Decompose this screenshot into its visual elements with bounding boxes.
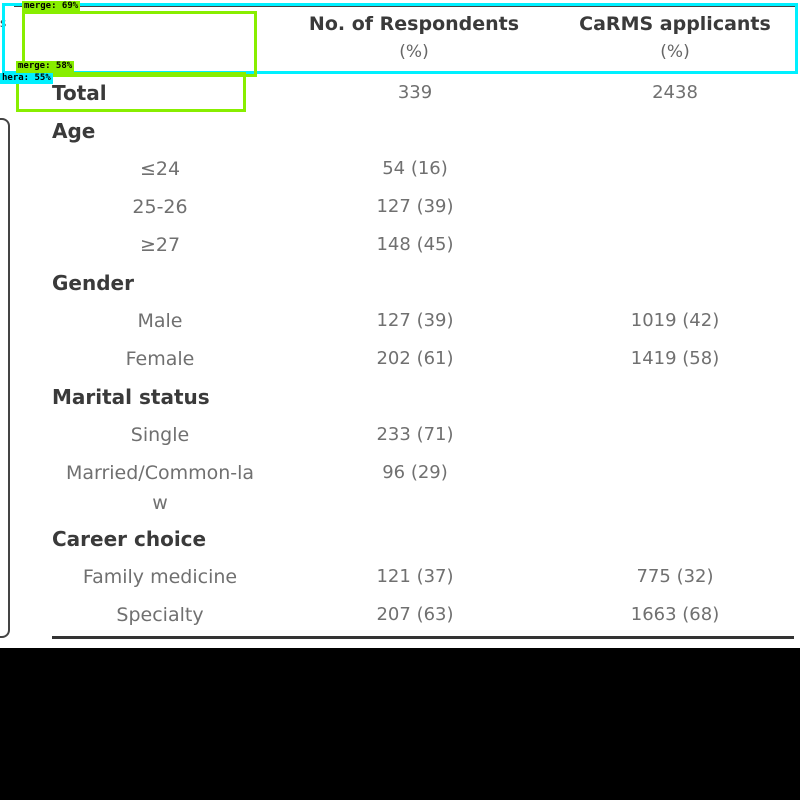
column-header-respondents-unit: (%) (399, 42, 429, 62)
column-header-carms-unit: (%) (660, 42, 690, 62)
left-bracket-decoration (0, 118, 10, 638)
detection-box-header-row (2, 3, 798, 74)
table-row: Female 202 (61) 1419 (58) (0, 344, 800, 374)
section-heading-age: Age (0, 116, 800, 146)
table-row: Single 233 (71) (0, 420, 800, 450)
detection-box-merge-total (16, 72, 246, 112)
section-title: Marital status (52, 385, 210, 409)
section-title: Age (52, 119, 96, 143)
cell-respondents: 148 (45) (376, 234, 454, 255)
cell-respondents: 207 (63) (376, 604, 454, 625)
detection-box-merge-top (22, 11, 257, 77)
black-padding-area (0, 648, 800, 800)
section-heading-marital-status: Marital status (0, 382, 800, 412)
table-row: Specialty 207 (63) 1663 (68) (0, 600, 800, 630)
cell-carms: 1663 (68) (630, 604, 720, 625)
column-header-respondents-label: No. of Respondents (308, 13, 520, 35)
detection-tag-merge-top: merge: 69% (22, 1, 81, 12)
row-label: ≥27 (139, 234, 181, 256)
section-title: Gender (52, 271, 134, 295)
document-page: s No. of Respondents (%) CaRMS applicant… (0, 1, 800, 639)
cell-total-respondents: 339 (397, 82, 433, 103)
table-bottom-rule (52, 636, 794, 639)
table-row-total: Total 339 2438 (0, 78, 800, 108)
detection-tag-hera: hera: 55% (0, 73, 53, 84)
cell-carms: 1019 (42) (630, 310, 720, 331)
column-header-carms-label: CaRMS applicants (579, 13, 771, 35)
cell-respondents: 96 (29) (382, 462, 448, 483)
detection-tag-merge-mid: merge: 58% (16, 61, 75, 72)
table-row: 25-26 127 (39) (0, 192, 800, 222)
table-row: Family medicine 121 (37) 775 (32) (0, 562, 800, 592)
column-header-carms: CaRMS applicants (%) (566, 10, 784, 66)
section-title: Career choice (52, 527, 207, 551)
row-label: Specialty (116, 604, 204, 626)
row-label: Single (130, 424, 190, 446)
column-header-respondents: No. of Respondents (%) (300, 10, 528, 66)
row-label: Married/Common-law (65, 462, 255, 514)
row-label: Family medicine (82, 566, 238, 588)
cell-total-carms: 2438 (652, 82, 698, 103)
section-heading-gender: Gender (0, 268, 800, 298)
row-label: ≤24 (139, 158, 181, 180)
cell-respondents: 54 (16) (382, 158, 448, 179)
table-row: Male 127 (39) 1019 (42) (0, 306, 800, 336)
row-label: Female (125, 348, 195, 370)
table-row: Married/Common-law 96 (29) (0, 458, 800, 518)
table-row: ≥27 148 (45) (0, 230, 800, 260)
table-row: ≤24 54 (16) (0, 154, 800, 184)
cell-respondents: 127 (39) (376, 310, 454, 331)
row-label-total: Total (52, 81, 107, 105)
section-heading-career-choice: Career choice (0, 524, 800, 554)
cell-respondents: 233 (71) (376, 424, 454, 445)
cell-respondents: 121 (37) (376, 566, 454, 587)
table-top-rule (14, 5, 796, 7)
row-label: Male (137, 310, 183, 332)
cell-carms: 1419 (58) (630, 348, 720, 369)
cell-respondents: 127 (39) (376, 196, 454, 217)
cell-carms: 775 (32) (636, 566, 714, 587)
row-label: 25-26 (132, 196, 188, 218)
cell-respondents: 202 (61) (376, 348, 454, 369)
